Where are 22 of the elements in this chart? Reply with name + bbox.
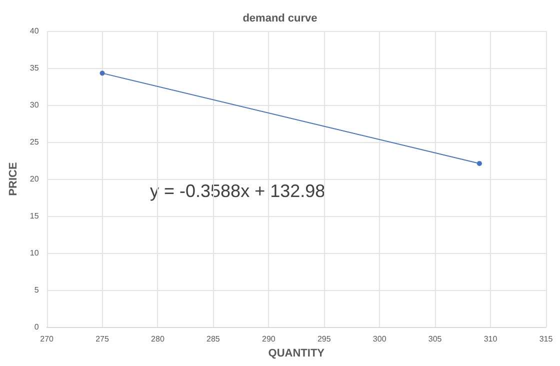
- y-tick-label: 0: [34, 322, 40, 332]
- y-tick-label: 10: [30, 248, 40, 258]
- chart-title: demand curve: [242, 12, 318, 24]
- x-tick-label: 270: [40, 334, 54, 344]
- y-tick-label: 35: [30, 64, 40, 72]
- x-tick-label: 280: [151, 334, 165, 344]
- y-tick-label: 30: [30, 100, 40, 110]
- y-tick-label: 20: [30, 174, 40, 184]
- y-tick-label: 15: [30, 212, 40, 220]
- x-tick-label: 295: [317, 334, 332, 344]
- x-tick-label: 285: [206, 334, 220, 344]
- y-tick-label: 25: [30, 138, 40, 146]
- x-tick-label: 290: [262, 334, 276, 344]
- x-tick-label: 305: [428, 334, 442, 344]
- y-tick-label: 5: [34, 286, 40, 294]
- x-tick-label: 315: [539, 334, 554, 344]
- x-tick-label: 275: [96, 334, 110, 344]
- x-tick-label: 310: [484, 334, 498, 344]
- y-axis-title: PRICE: [8, 162, 20, 196]
- x-tick-label: 300: [372, 334, 387, 344]
- y-tick-label: 40: [30, 26, 40, 36]
- x-axis-title: QUANTITY: [268, 347, 326, 360]
